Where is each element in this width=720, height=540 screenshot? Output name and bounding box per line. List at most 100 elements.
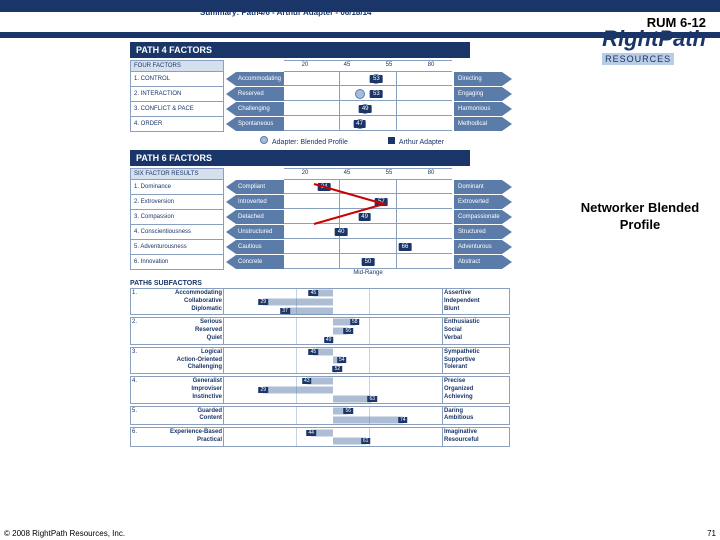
sub-score-box: 61 (361, 438, 371, 444)
path6-row-label: 5. Adventurousness (131, 240, 223, 255)
sub-score-box: 63 (367, 396, 377, 402)
path6-right-arrow: Abstract (454, 255, 512, 269)
sub-num: 5. (131, 407, 145, 425)
subfactor-block: 6.Experience-BasedPractical 44 61 Imaginati… (130, 427, 510, 447)
sub-chart: 585649 (223, 318, 443, 343)
sub-chart: 45 29 37 (223, 289, 443, 314)
subfactor-block: 4.GeneralistImproviserInstinctive432963P… (130, 376, 510, 403)
path6-left-arrow: Unstructured (226, 225, 284, 239)
subfactor-block: 2.SeriousReservedQuiet585649Enthusiastic… (130, 317, 510, 344)
sub-right-labels: EnthusiasticSocialVerbal (443, 318, 509, 343)
path6-left-arrow: Detached (226, 210, 284, 224)
sub-bar (263, 298, 333, 305)
path6-left-header: SIX FACTOR RESULTS (131, 169, 223, 180)
sub-chart: 44 61 (223, 428, 443, 446)
sub-score-box: 45 (309, 290, 319, 296)
score-box: 49 (358, 213, 371, 221)
path4-left-arrow: Accommodating (226, 72, 284, 86)
path6-row-label: 2. Extroversion (131, 195, 223, 210)
sub-chart: 5674 (223, 407, 443, 425)
path6-left-arrow: Concrete (226, 255, 284, 269)
sub-score-box: 54 (337, 357, 347, 363)
sub-right-labels: ImaginativeResourceful (443, 428, 509, 446)
page-number: 71 (707, 529, 716, 538)
sub-num: 4. (131, 377, 145, 402)
score-box: 57 (375, 198, 388, 206)
path6-chart-row: 57 (284, 195, 452, 209)
sub-bar (333, 416, 403, 423)
tick: 80 (428, 170, 435, 178)
sub-right-labels: PreciseOrganizedAchieving (443, 377, 509, 402)
sub-bar (333, 395, 372, 402)
path6-left-arrow: Compliant (226, 180, 284, 194)
path6-right-arrow: Structured (454, 225, 512, 239)
path4-right-arrow: Harmonious (454, 102, 512, 116)
path4-row-label: 1. CONTROL (131, 72, 223, 87)
tick: 45 (344, 170, 351, 178)
score-box: 40 (335, 228, 348, 236)
sub-right-labels: DaringAmbitious (443, 407, 509, 425)
sub-score-box: 58 (350, 319, 360, 325)
path4-right-arrow: Directing (454, 72, 512, 86)
subfactors-title: PATH6 SUBFACTORS (130, 280, 510, 287)
subfactor-block: 1.AccommodatingCollaborativeDiplomatic45… (130, 288, 510, 315)
sub-score-box: 37 (280, 308, 290, 314)
sub-bar (263, 386, 333, 393)
sub-left-labels: LogicalAction-OrientedChallenging (145, 348, 223, 373)
score-box: 47 (353, 120, 366, 128)
legend: Adapter: Blended Profile Arthur Adapter (260, 136, 720, 146)
sub-score-box: 44 (306, 430, 316, 436)
tick: 20 (302, 62, 309, 70)
copyright: © 2008 RightPath Resources, Inc. (4, 529, 125, 538)
path6-banner: PATH 6 FACTORS (130, 150, 470, 166)
sub-right-labels: SympatheticSupportiveTolerant (443, 348, 509, 373)
path6-chart-row: 40 (284, 225, 452, 239)
tick: 20 (302, 170, 309, 178)
sub-chart: 45 54 52 (223, 348, 443, 373)
path4-chart-row: 53 (284, 72, 452, 86)
path6-right-arrow: Extroverted (454, 195, 512, 209)
midrange-label: Mid-Range (284, 270, 452, 276)
path4-right-arrow: Methodical (454, 117, 512, 131)
score-box: 53 (370, 90, 383, 98)
tick: 45 (344, 62, 351, 70)
sub-score-box: 29 (258, 387, 268, 393)
path6-chart-row: 49 (284, 210, 452, 224)
sub-score-box: 49 (324, 337, 334, 343)
score-box: 50 (362, 258, 375, 266)
path4-chart-row: 47 (284, 117, 452, 131)
sub-score-box: 52 (333, 366, 343, 372)
subfactors: PATH6 SUBFACTORS 1.AccommodatingCollabor… (130, 280, 510, 447)
score-box: 53 (370, 75, 383, 83)
path4-chart-row: 53 (284, 87, 452, 101)
sub-score-box: 74 (398, 417, 408, 423)
path6-row-label: 3. Compassion (131, 210, 223, 225)
sub-num: 6. (131, 428, 145, 446)
score-box: 34 (318, 183, 331, 191)
path6-chart-row: 34 (284, 180, 452, 194)
path4-left-arrow: Challenging (226, 102, 284, 116)
path6-chart-row: 50 (284, 255, 452, 269)
legend-arthur-label: Arthur Adapter (399, 139, 444, 146)
tick: 55 (386, 170, 393, 178)
sub-score-box: 29 (258, 299, 268, 305)
path4-table: FOUR FACTORS 1. CONTROL2. INTERACTION3. … (130, 60, 720, 132)
path6-right-arrow: Compassionate (454, 210, 512, 224)
tick: 80 (428, 62, 435, 70)
path4-banner: PATH 4 FACTORS (130, 42, 470, 58)
subfactor-block: 5.GuardedContent5674DaringAmbitious (130, 406, 510, 426)
legend-adapter-dot (260, 136, 268, 144)
sub-left-labels: Experience-BasedPractical (145, 428, 223, 446)
sub-right-labels: AssertiveIndependentBlunt (443, 289, 509, 314)
path6-row-label: 1. Dominance (131, 180, 223, 195)
sub-score-box: 45 (309, 349, 319, 355)
path4-right-arrow: Engaging (454, 87, 512, 101)
score-box: 49 (359, 105, 372, 113)
sub-bar (285, 307, 333, 314)
sub-score-box: 43 (302, 378, 312, 384)
path6-table: SIX FACTOR RESULTS 1. Dominance2. Extrov… (130, 168, 720, 270)
path6-left-arrow: Cautious (226, 240, 284, 254)
path4-row-label: 3. CONFLICT & PACE (131, 102, 223, 117)
path6-right-arrow: Adventurous (454, 240, 512, 254)
path4-row-label: 2. INTERACTION (131, 87, 223, 102)
